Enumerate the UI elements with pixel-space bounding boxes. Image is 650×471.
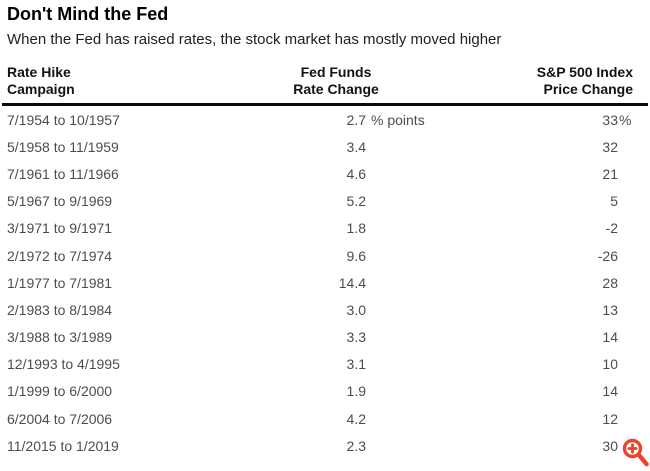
table-row: 2/1983 to 8/1984 3.0 13 xyxy=(7,296,633,323)
campaign-cell: 11/2015 to 1/2019 xyxy=(7,437,119,454)
table-row: 1/1977 to 7/1981 14.4 28 xyxy=(7,269,633,296)
figure-subtitle: When the Fed has raised rates, the stock… xyxy=(7,31,502,48)
sp500-value: 12 xyxy=(602,410,618,427)
campaign-cell: 12/1993 to 4/1995 xyxy=(7,356,120,373)
col-header-line: S&P 500 Index xyxy=(536,64,633,80)
fed-funds-value: 4.2 xyxy=(346,410,366,427)
header-divider-rule xyxy=(2,103,648,106)
fed-funds-unit: % points xyxy=(371,111,425,128)
sp500-value: -2 xyxy=(605,220,618,237)
sp500-value: 14 xyxy=(602,383,618,400)
campaign-cell: 1/1999 to 6/2000 xyxy=(7,383,113,400)
sp500-unit: % xyxy=(619,111,632,128)
sp500-value: 30 xyxy=(602,437,618,454)
table-row: 5/1958 to 11/1959 3.4 32 xyxy=(7,133,633,160)
fed-funds-value: 14.4 xyxy=(338,274,366,291)
sp500-value: 21 xyxy=(602,165,618,182)
sp500-value: 32 xyxy=(602,138,618,155)
fed-funds-value: 3.4 xyxy=(346,138,366,155)
col-header-line: Rate Hike xyxy=(7,64,71,80)
sp500-value: 10 xyxy=(602,356,618,373)
col-header-sp500-price-change: S&P 500 Index Price Change xyxy=(537,64,633,98)
table-body: 7/1954 to 10/1957 2.7 % points 33 % 5/19… xyxy=(0,106,650,459)
campaign-cell: 2/1983 to 8/1984 xyxy=(7,301,113,318)
sp500-value: 5 xyxy=(610,193,618,210)
campaign-cell: 3/1988 to 3/1989 xyxy=(7,329,113,346)
table-row: 6/2004 to 7/2006 4.2 12 xyxy=(7,405,633,432)
fed-funds-value: 9.6 xyxy=(346,247,366,264)
table-row: 11/2015 to 1/2019 2.3 30 xyxy=(7,432,633,459)
fed-funds-value: 5.2 xyxy=(346,193,366,210)
table-header-row: Rate Hike Campaign Fed Funds Rate Change… xyxy=(0,64,650,98)
table-row: 7/1961 to 11/1966 4.6 21 xyxy=(7,160,633,187)
fed-funds-value: 2.3 xyxy=(346,437,366,454)
table-row: 2/1972 to 7/1974 9.6 -26 xyxy=(7,242,633,269)
fed-funds-value: 2.7 xyxy=(346,111,366,128)
table-row: 1/1999 to 6/2000 1.9 14 xyxy=(7,378,633,405)
col-header-line: Fed Funds xyxy=(300,64,372,80)
figure-title: Don't Mind the Fed xyxy=(7,4,169,24)
campaign-cell: 7/1954 to 10/1957 xyxy=(7,111,120,128)
fed-funds-value: 1.8 xyxy=(346,220,366,237)
fed-funds-value: 3.0 xyxy=(346,301,366,318)
campaign-cell: 2/1972 to 7/1974 xyxy=(7,247,113,264)
sp500-value: -26 xyxy=(597,247,618,264)
sp500-value: 13 xyxy=(602,301,618,318)
table-row: 3/1971 to 9/1971 1.8 -2 xyxy=(7,215,633,242)
table-row: 12/1993 to 4/1995 3.1 10 xyxy=(7,351,633,378)
fed-funds-value: 3.1 xyxy=(346,356,366,373)
fed-funds-value: 4.6 xyxy=(346,165,366,182)
table-row: 5/1967 to 9/1969 5.2 5 xyxy=(7,188,633,215)
col-header-line: Price Change xyxy=(543,81,633,97)
sp500-value: 14 xyxy=(602,329,618,346)
campaign-cell: 1/1977 to 7/1981 xyxy=(7,274,113,291)
table-row: 7/1954 to 10/1957 2.7 % points 33 % xyxy=(7,106,633,133)
fed-funds-value: 1.9 xyxy=(346,383,366,400)
sp500-value: 28 xyxy=(602,274,618,291)
campaign-cell: 5/1958 to 11/1959 xyxy=(7,138,119,155)
campaign-cell: 6/2004 to 7/2006 xyxy=(7,410,113,427)
campaign-cell: 3/1971 to 9/1971 xyxy=(7,220,113,237)
zoom-in-cursor-icon[interactable] xyxy=(622,438,650,469)
campaign-cell: 5/1967 to 9/1969 xyxy=(7,193,113,210)
col-header-fed-funds-rate-change: Fed Funds Rate Change xyxy=(293,64,379,98)
fed-funds-value: 3.3 xyxy=(346,329,366,346)
table-row: 3/1988 to 3/1989 3.3 14 xyxy=(7,324,633,351)
col-header-line: Campaign xyxy=(7,81,75,97)
sp500-value: 33 xyxy=(602,111,618,128)
campaign-cell: 7/1961 to 11/1966 xyxy=(7,165,119,182)
col-header-line: Rate Change xyxy=(293,81,379,97)
col-header-rate-hike-campaign: Rate Hike Campaign xyxy=(7,64,75,98)
